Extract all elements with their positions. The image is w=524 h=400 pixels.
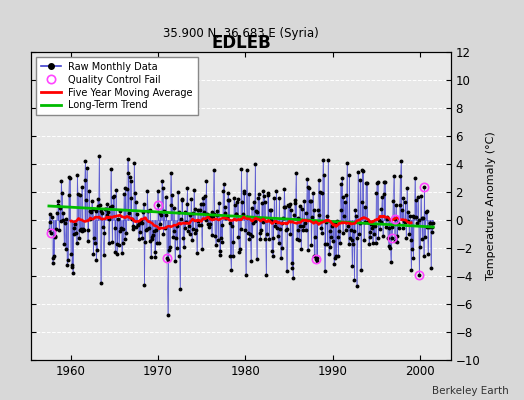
Legend: Raw Monthly Data, Quality Control Fail, Five Year Moving Average, Long-Term Tren: Raw Monthly Data, Quality Control Fail, …: [36, 57, 198, 115]
Text: 35.900 N, 36.683 E (Syria): 35.900 N, 36.683 E (Syria): [163, 27, 319, 40]
Y-axis label: Temperature Anomaly (°C): Temperature Anomaly (°C): [486, 132, 496, 280]
Text: Berkeley Earth: Berkeley Earth: [432, 386, 508, 396]
Title: EDLEB: EDLEB: [211, 34, 271, 52]
